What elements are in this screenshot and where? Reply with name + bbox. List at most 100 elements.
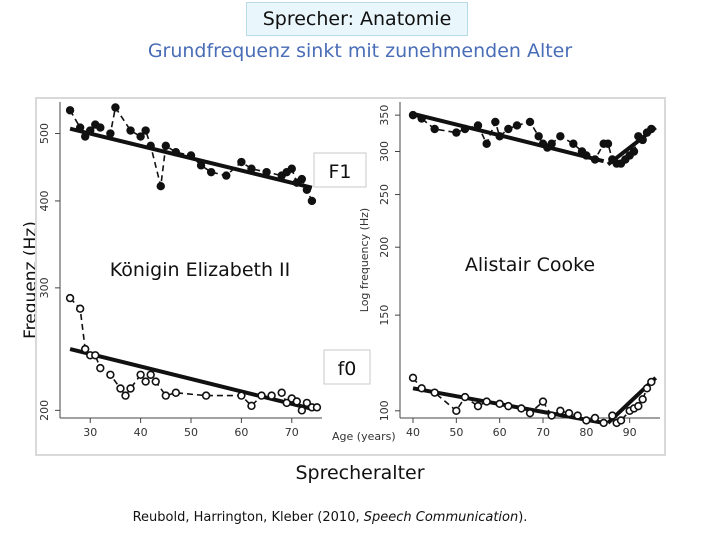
series-f0-point	[77, 305, 84, 312]
y-axis-title: Log frequency (Hz)	[358, 208, 371, 312]
series-f0-point	[462, 394, 469, 401]
series-F1-point	[418, 115, 425, 122]
series-f0-point	[583, 417, 590, 424]
series-F1-point	[298, 176, 305, 183]
x-tick-label: 40	[134, 426, 148, 439]
series-F1-point	[631, 148, 638, 155]
series-F1-point	[475, 122, 482, 129]
series-f0-point	[82, 346, 89, 353]
series-F1-point	[142, 127, 149, 134]
series-f0-point	[648, 379, 655, 386]
series-F1-point	[223, 172, 230, 179]
series-f0-point	[203, 392, 210, 399]
series-F1-point	[639, 137, 646, 144]
series-F1-point	[198, 162, 205, 169]
series-F1-point	[535, 133, 542, 140]
series-f0-point	[475, 403, 482, 410]
series-f0-point	[635, 403, 642, 410]
series-F1-point	[208, 169, 215, 176]
series-f0-point	[162, 392, 169, 399]
series-f0-point	[418, 385, 425, 392]
y-tick-label: 300	[38, 277, 51, 298]
series-F1-point	[97, 124, 104, 131]
series-F1-point	[137, 133, 144, 140]
series-f0-point	[548, 412, 555, 419]
series-F1-point	[147, 142, 154, 149]
series-F1-point	[483, 140, 490, 147]
series-f0-point	[142, 378, 149, 385]
y-tick-label: 250	[378, 184, 391, 205]
series-f0-point	[527, 410, 534, 417]
y-tick-label: 200	[38, 400, 51, 421]
f0-label: f0	[338, 358, 357, 380]
x-axis-title: Age (years)	[332, 430, 396, 443]
series-F1-point	[157, 183, 164, 190]
series-f0-point	[314, 404, 321, 411]
series-F1-point	[107, 130, 114, 137]
series-f0-point	[431, 389, 438, 396]
series-f0-point	[557, 407, 564, 414]
series-F1-point	[87, 127, 94, 134]
series-F1-point	[303, 186, 310, 193]
series-f0-point	[496, 400, 503, 407]
f1-label: F1	[328, 161, 351, 183]
series-F1-point	[514, 122, 521, 129]
series-f0-point	[122, 392, 129, 399]
series-f0-point	[107, 371, 114, 378]
speaker-right-label: Alistair Cooke	[465, 254, 595, 276]
series-F1-point	[492, 119, 499, 126]
series-F1-point	[527, 119, 534, 126]
series-f0-point	[298, 407, 305, 414]
series-f0-point	[258, 392, 265, 399]
series-F1-point	[238, 159, 245, 166]
series-f0-point	[609, 412, 616, 419]
series-f0-point	[97, 365, 104, 372]
citation: Reubold, Harrington, Kleber (2010, Speec…	[0, 510, 660, 525]
x-tick-label: 40	[406, 426, 420, 439]
series-f0-point	[117, 385, 124, 392]
series-F1-point	[288, 165, 295, 172]
x-tick-label: 30	[83, 426, 97, 439]
series-F1-point	[67, 107, 74, 114]
series-F1-point	[309, 198, 316, 205]
series-F1-point	[248, 165, 255, 172]
citation-suffix: ).	[518, 510, 527, 525]
series-f0-point	[278, 389, 285, 396]
series-f0-point	[127, 385, 134, 392]
series-F1-point	[505, 126, 512, 133]
series-f0-point	[600, 420, 607, 427]
y-tick-label: 350	[378, 105, 391, 126]
series-F1-point	[112, 104, 119, 111]
series-f0-point	[518, 405, 525, 412]
series-f0-point	[268, 392, 275, 399]
x-tick-label: 60	[493, 426, 507, 439]
series-f0-point	[639, 396, 646, 403]
x-axis-label: Sprecheralter	[0, 462, 720, 484]
series-f0-point	[592, 415, 599, 422]
series-F1-point	[570, 140, 577, 147]
series-f0-point	[574, 412, 581, 419]
series-F1-point	[263, 169, 270, 176]
series-f0-point	[293, 398, 300, 405]
series-F1-point	[127, 127, 134, 134]
series-F1-point	[431, 126, 438, 133]
series-f0-point	[566, 410, 573, 417]
series-F1-point	[592, 156, 599, 163]
series-F1-point	[77, 124, 84, 131]
series-f0-point	[92, 352, 99, 359]
speaker-left-label: Königin Elizabeth II	[110, 259, 291, 281]
series-f0-point	[618, 417, 625, 424]
series-F1-point	[462, 126, 469, 133]
series-f0-point	[483, 398, 490, 405]
series-F1-point	[605, 140, 612, 147]
series-F1-point	[557, 133, 564, 140]
series-f0-point	[67, 295, 74, 302]
y-tick-label: 300	[378, 141, 391, 162]
series-F1-point	[410, 112, 417, 119]
series-F1-point	[496, 133, 503, 140]
series-F1-point	[548, 140, 555, 147]
series-f0-point	[644, 385, 651, 392]
series-f0-point	[147, 371, 154, 378]
x-tick-label: 50	[449, 426, 463, 439]
